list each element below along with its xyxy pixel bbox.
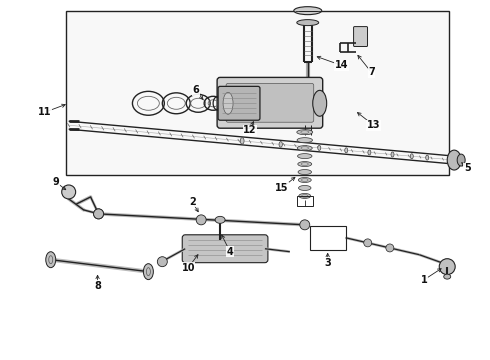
- Circle shape: [300, 220, 310, 230]
- Circle shape: [94, 209, 103, 219]
- Ellipse shape: [299, 193, 311, 198]
- Circle shape: [62, 185, 75, 199]
- Text: 12: 12: [243, 125, 257, 135]
- Ellipse shape: [444, 274, 451, 279]
- Ellipse shape: [297, 154, 312, 159]
- Ellipse shape: [297, 20, 318, 26]
- Text: 7: 7: [368, 67, 375, 77]
- Text: 1: 1: [421, 275, 428, 285]
- Circle shape: [196, 215, 206, 225]
- Text: 13: 13: [367, 120, 380, 130]
- Ellipse shape: [240, 138, 244, 144]
- Ellipse shape: [219, 87, 237, 119]
- Ellipse shape: [457, 154, 465, 166]
- Ellipse shape: [298, 185, 311, 190]
- Ellipse shape: [298, 162, 312, 167]
- Ellipse shape: [297, 138, 313, 143]
- FancyBboxPatch shape: [218, 86, 260, 120]
- FancyBboxPatch shape: [217, 77, 323, 128]
- Ellipse shape: [223, 92, 233, 114]
- Circle shape: [157, 257, 167, 267]
- Text: 6: 6: [193, 85, 199, 95]
- Text: 5: 5: [464, 163, 470, 173]
- Ellipse shape: [345, 148, 348, 153]
- Circle shape: [364, 239, 372, 247]
- Text: 8: 8: [94, 280, 101, 291]
- Text: 2: 2: [189, 197, 196, 207]
- Bar: [310, 226, 345, 250]
- Circle shape: [439, 259, 455, 275]
- Circle shape: [94, 209, 103, 219]
- Ellipse shape: [426, 155, 429, 160]
- FancyBboxPatch shape: [226, 84, 314, 122]
- Ellipse shape: [391, 152, 394, 157]
- Circle shape: [386, 244, 394, 252]
- Ellipse shape: [294, 7, 322, 15]
- Ellipse shape: [313, 90, 327, 116]
- Text: 10: 10: [181, 263, 195, 273]
- FancyBboxPatch shape: [354, 27, 368, 46]
- Text: 9: 9: [52, 177, 59, 187]
- Ellipse shape: [298, 170, 312, 175]
- Ellipse shape: [215, 216, 225, 223]
- Ellipse shape: [279, 141, 282, 147]
- Ellipse shape: [410, 154, 413, 159]
- Ellipse shape: [297, 130, 313, 135]
- Ellipse shape: [318, 145, 321, 150]
- Text: 4: 4: [227, 247, 233, 257]
- Ellipse shape: [46, 252, 56, 268]
- Ellipse shape: [298, 177, 311, 183]
- Ellipse shape: [144, 264, 153, 280]
- Text: 11: 11: [38, 107, 51, 117]
- FancyBboxPatch shape: [182, 235, 268, 263]
- Ellipse shape: [297, 146, 312, 150]
- Text: 15: 15: [275, 183, 289, 193]
- Bar: [66, 11, 449, 175]
- Ellipse shape: [368, 150, 371, 155]
- Ellipse shape: [447, 150, 461, 170]
- Text: 3: 3: [324, 258, 331, 268]
- Text: 14: 14: [335, 60, 348, 71]
- Bar: [297, 196, 313, 206]
